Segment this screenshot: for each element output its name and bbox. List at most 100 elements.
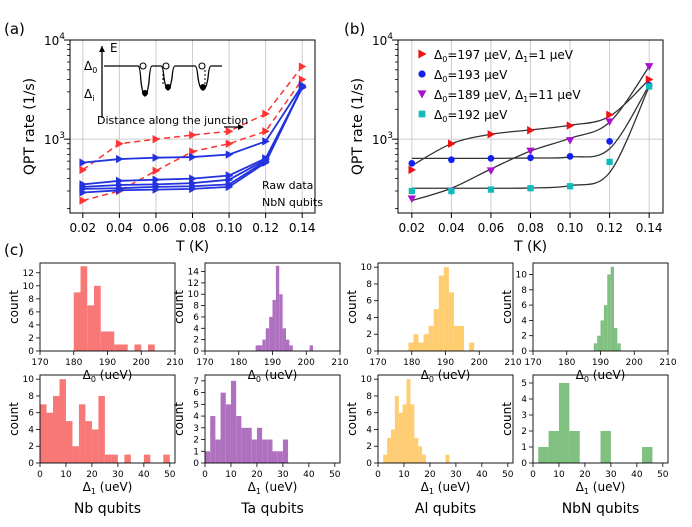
y-tick-label: 2 [521, 332, 527, 342]
histogram-bar [610, 266, 614, 351]
y-tick-label: 2 [28, 334, 34, 344]
y-axis-label: count [7, 402, 21, 436]
histogram-bar [289, 345, 293, 351]
y-tick-label: 12 [188, 279, 199, 289]
legend-marker [418, 110, 426, 118]
data-point-red-1 [298, 62, 307, 71]
x-axis-label: Δ1 (ueV) [248, 480, 298, 496]
data-point-red-2 [298, 75, 307, 84]
x-tick-label: 200 [133, 358, 150, 368]
data-point-red-1 [262, 109, 270, 119]
data-point-tri-down [565, 137, 575, 145]
histogram-bar [408, 342, 414, 351]
y-tick-label: 2 [193, 336, 199, 346]
data-point-square [527, 185, 534, 192]
data-point-circle [527, 154, 534, 162]
y-tick-label: 8 [366, 392, 372, 402]
annotation-text: Raw data [262, 179, 313, 192]
histogram-bar [418, 446, 423, 463]
inset-quasiparticle-trapped [200, 84, 206, 90]
histogram-bar [215, 439, 221, 463]
histogram-nb-d0: 170 180 190 200 210 0 2 4 6 8 10 12 Δ0 (ueV) count [7, 262, 184, 384]
y-axis-label: count [345, 290, 359, 324]
x-tick-label: 170 [369, 358, 386, 368]
x-tick-label: 30 [450, 470, 462, 480]
y-tick-label: 7 [193, 377, 199, 387]
data-point-red-2 [225, 139, 234, 148]
legend-label: Δ0=192 μeV [434, 108, 508, 124]
y-tick-label: 8 [521, 286, 527, 296]
y-axis-label: count [500, 290, 514, 324]
y-tick-label: 4 [28, 425, 34, 435]
inset-quasiparticle-trapped [142, 90, 148, 96]
histogram-bar [246, 427, 252, 463]
x-tick-label: 170 [31, 358, 48, 368]
y-tick-label: 104 [372, 32, 393, 48]
y-axis-label: QPT rate (1/s) [350, 78, 366, 175]
x-tick-label: 200 [298, 358, 315, 368]
x-tick-label: 0 [202, 470, 208, 480]
y-tick-label: 2 [28, 442, 34, 452]
data-point-red-1 [152, 134, 161, 144]
panel-label-b: (b) [344, 20, 365, 38]
x-tick-label: 190 [592, 358, 609, 368]
y-tick-label: 1 [193, 447, 199, 457]
histogram-bar [40, 404, 47, 463]
histogram-bar [538, 447, 549, 463]
histogram-bar [459, 325, 465, 351]
data-point-blue-5 [152, 185, 161, 194]
x-tick-label: 10 [398, 470, 410, 480]
histogram-bar [607, 274, 611, 351]
inset-delta0-label: Δ0 [84, 59, 97, 75]
column-label: NbN qubits [562, 501, 640, 517]
histogram-bar [262, 339, 266, 351]
histogram-bar [220, 392, 226, 463]
x-tick-label: 210 [659, 358, 676, 368]
y-tick-label: 6 [366, 409, 372, 419]
x-tick-label: 10 [553, 470, 565, 480]
data-point-red-1 [116, 139, 124, 148]
x-tick-label: 210 [504, 358, 521, 368]
histogram-bar [603, 305, 608, 351]
inset-axis-arrow [99, 46, 105, 52]
y-tick-label: 0 [521, 347, 527, 357]
histogram-bar [72, 446, 79, 463]
histogram-bar [78, 404, 86, 463]
y-tick-label: 8 [28, 392, 34, 402]
y-tick-label: 14 [188, 268, 200, 278]
x-tick-label: 50 [164, 470, 176, 480]
data-point-tri-right [606, 110, 614, 120]
inset-quasiparticle-open [139, 62, 147, 70]
data-point-blue-1 [189, 152, 197, 162]
data-point-blue-1 [225, 150, 234, 159]
data-point-tri-right [487, 130, 496, 139]
data-point-blue-1 [116, 154, 124, 164]
histogram-bar [225, 404, 231, 463]
histogram-bar [121, 344, 128, 351]
legend-label: Δ0=197 μeV, Δ1=1 μeV [434, 48, 574, 64]
x-tick-label: 0.12 [252, 221, 279, 235]
legend-label: Δ0=189 μeV, Δ1=11 μeV [434, 88, 581, 104]
histogram-bar [448, 292, 454, 351]
histogram-bar [387, 437, 391, 463]
x-tick-label: 0.04 [106, 221, 133, 235]
inset-x-label: Distance along the junction [97, 114, 248, 127]
histogram-bar [413, 334, 419, 351]
histogram-bar [569, 431, 580, 463]
panel-b-qpt-fit: 0.02 0.04 0.06 0.08 0.10 0.12 0.14 103 104 T (K) Q… [350, 32, 664, 255]
histogram-bar [111, 454, 118, 463]
x-axis-label: Δ0 (ueV) [421, 368, 471, 384]
data-point-tri-right [527, 126, 535, 135]
y-tick-label: 103 [44, 131, 65, 147]
y-tick-label: 10 [361, 263, 373, 273]
histogram-bar [262, 439, 268, 463]
x-tick-label: 180 [65, 358, 82, 368]
histogram-bar [98, 395, 105, 463]
y-axis-label: count [172, 402, 186, 436]
histogram-bar [104, 454, 112, 463]
y-tick-label: 6 [193, 313, 199, 323]
histogram-bar [259, 345, 263, 351]
histogram-bar [241, 427, 247, 463]
histogram-bar [210, 416, 216, 463]
